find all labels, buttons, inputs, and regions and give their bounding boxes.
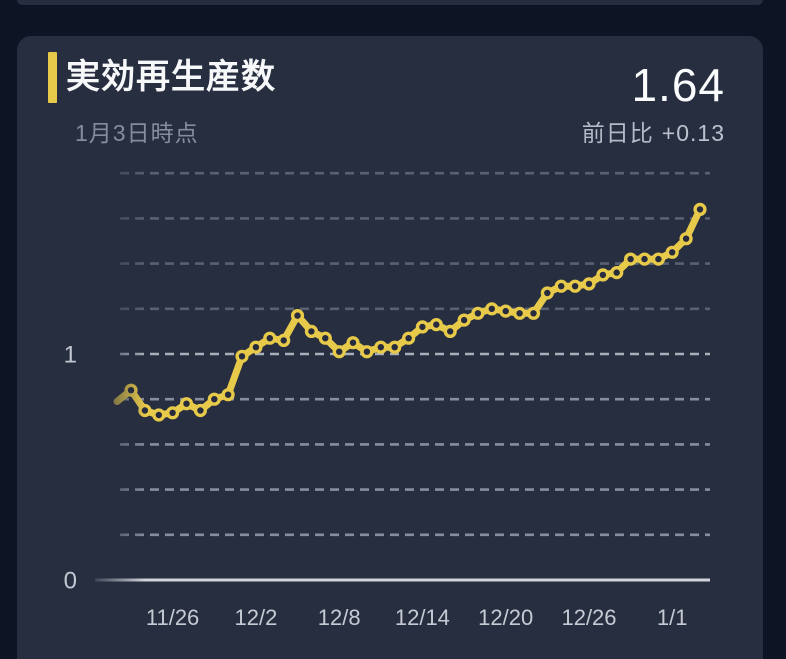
card-title: 実効再生産数 [66,58,276,96]
delta-label: 前日比 [581,120,654,146]
day-over-day-row: 前日比 +0.13 [582,114,725,148]
previous-card-bottom-edge [17,0,763,5]
title-accent-bar [48,52,57,103]
latest-value: 1.64 [631,59,725,111]
delta-value: +0.13 [661,120,725,146]
as-of-date-label: 1月3日時点 [75,120,199,146]
reproduction-number-card: 実効再生産数 1月3日時点 1.64 前日比 +0.13 [17,36,763,659]
